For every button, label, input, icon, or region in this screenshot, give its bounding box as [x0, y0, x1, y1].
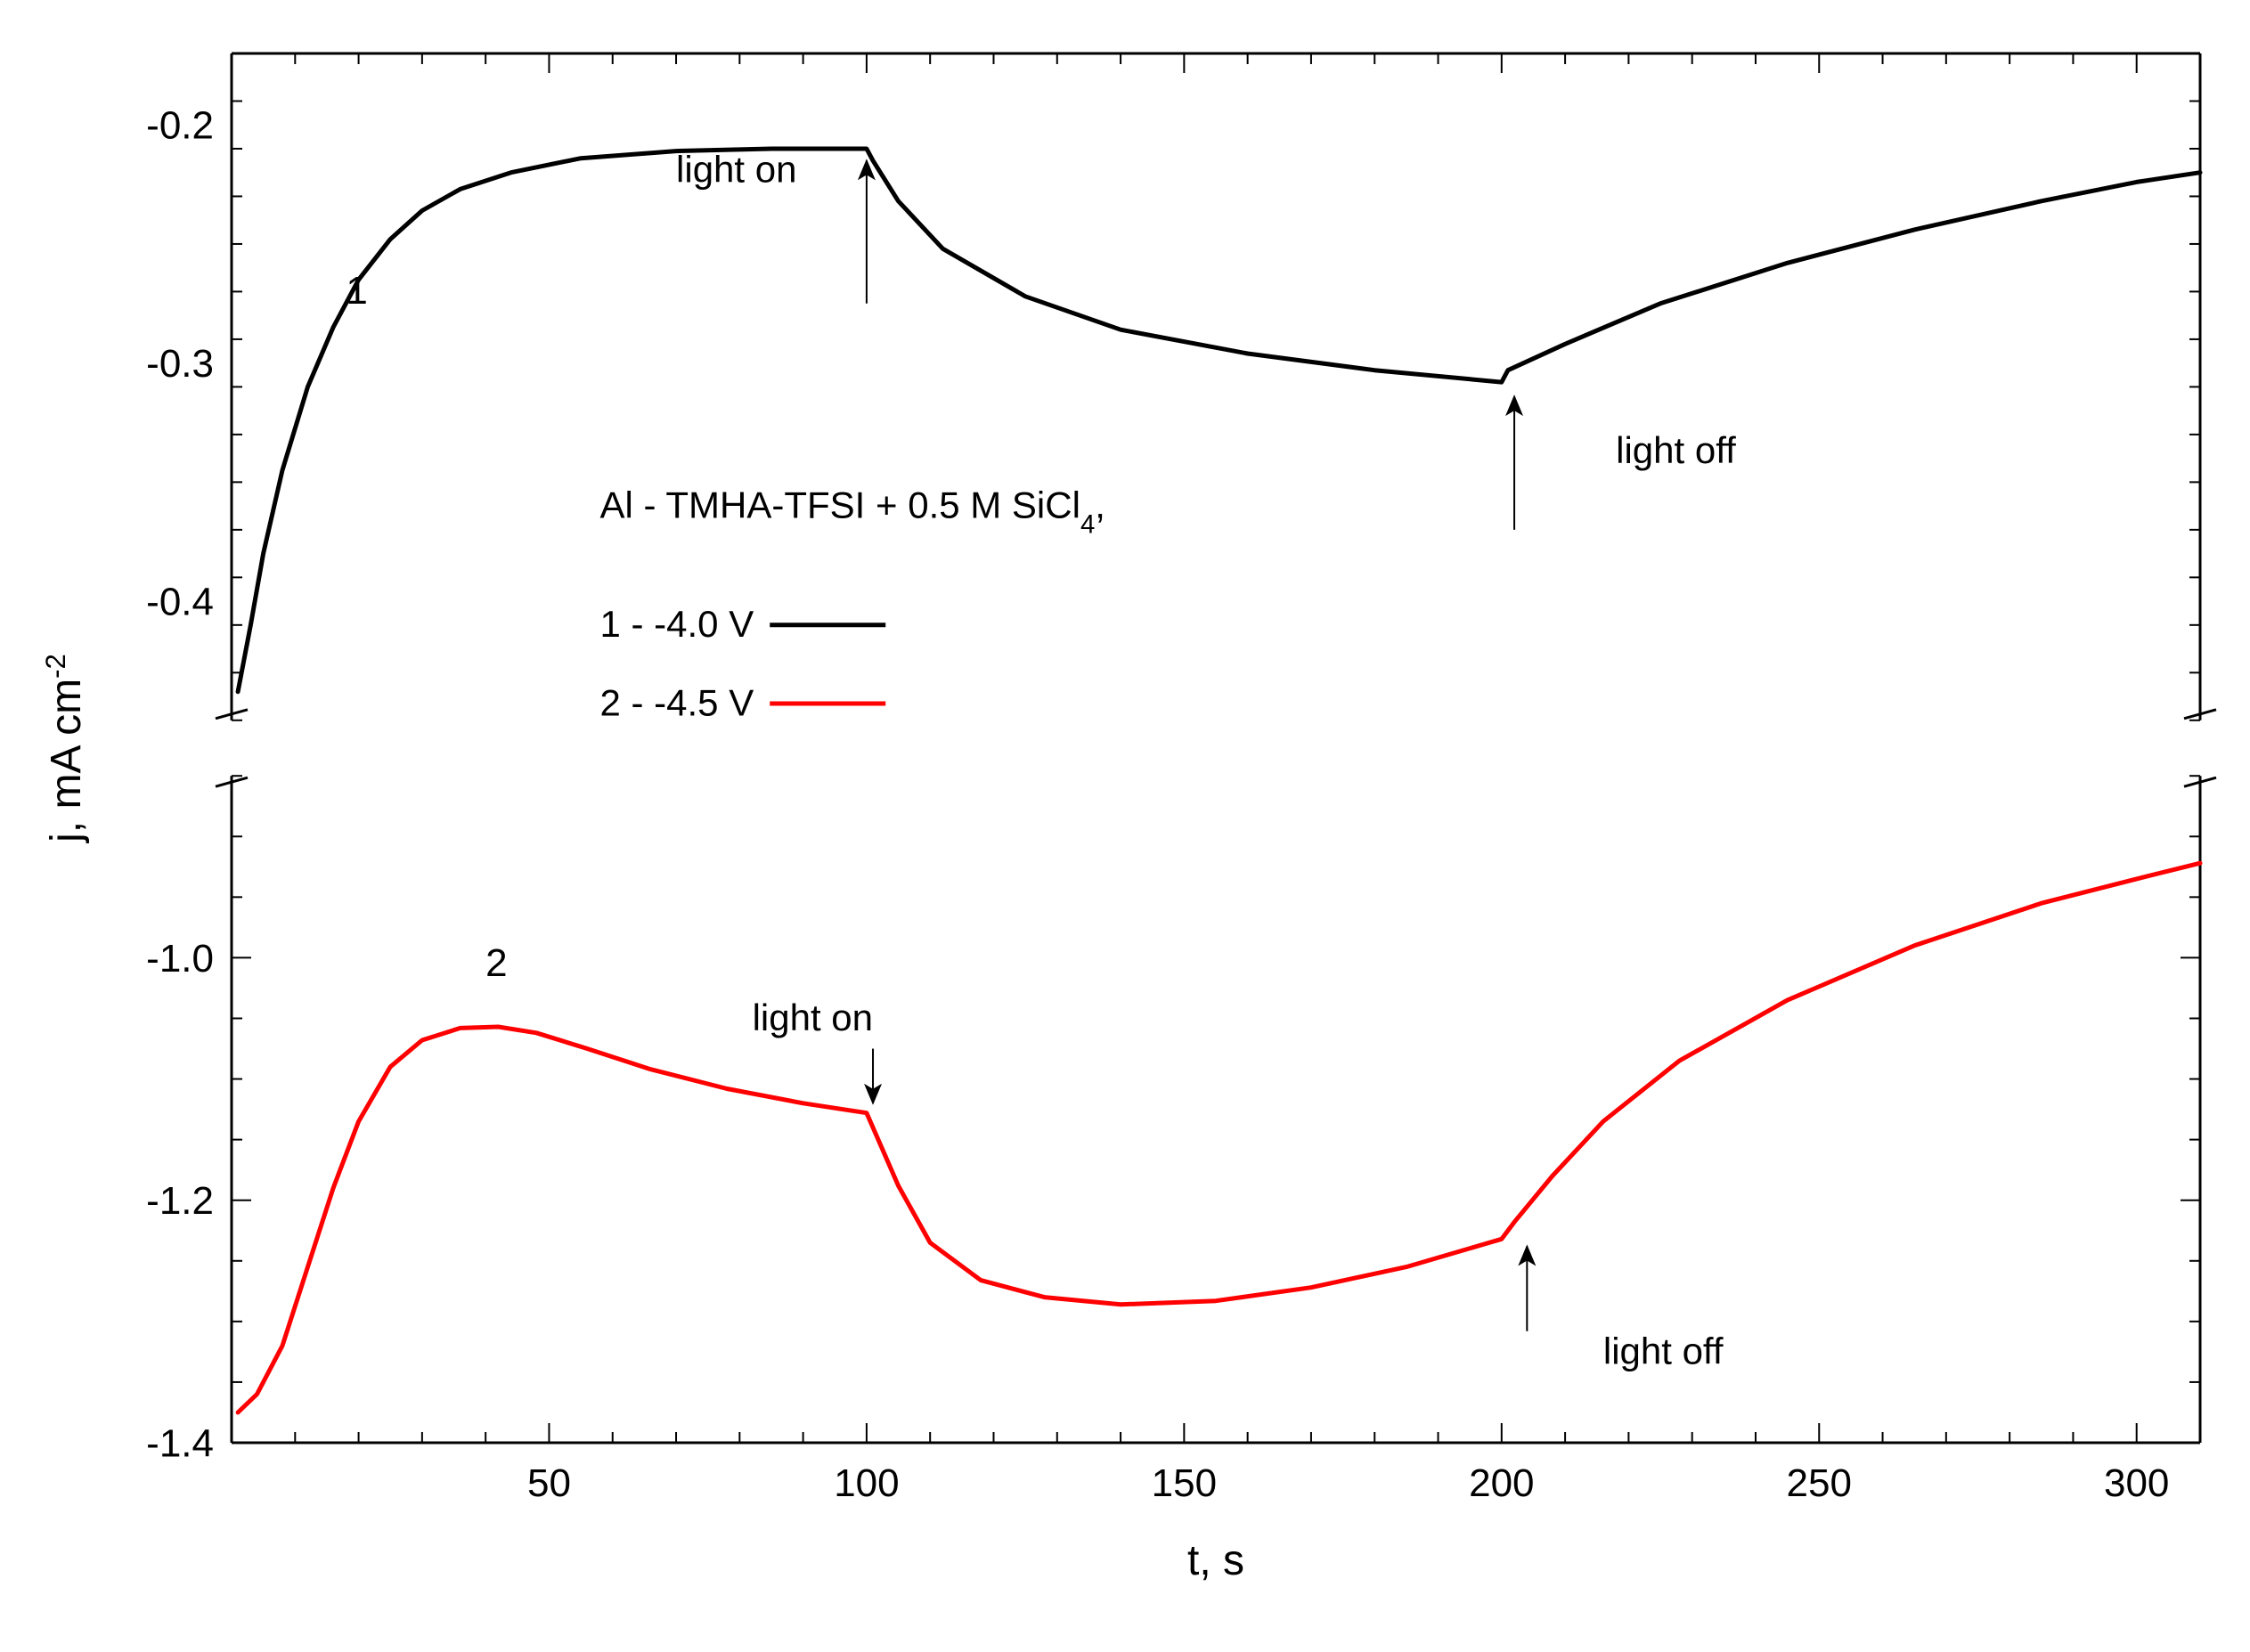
light-on-2: light on [753, 997, 873, 1038]
x-tick-label: 300 [2104, 1461, 2169, 1505]
light-off-2: light off [1603, 1331, 1724, 1372]
legend-label-1: 2 - -4.5 V [599, 681, 754, 723]
label-2: 2 [485, 941, 507, 985]
chart-container: 50 100 150 200 250 300 t, s -0.2 -0.3 -0.4 -1.0 -1.… [0, 0, 2250, 1652]
curve-1 [238, 149, 2200, 692]
y-tick-label: -0.2 [146, 104, 214, 148]
x-tick-label: 250 [1787, 1461, 1852, 1505]
title-line: Al - TMHA-TFSI + 0.5 M SiCl4, [599, 484, 1105, 539]
x-tick-label: 100 [834, 1461, 899, 1505]
y-tick-label: -1.4 [146, 1421, 214, 1465]
curve-2 [238, 863, 2200, 1412]
y-tick-label: -0.3 [146, 342, 214, 386]
x-axis-label: t, s [1187, 1537, 1244, 1584]
x-tick-label: 50 [527, 1461, 571, 1505]
light-on-1: light on [676, 148, 796, 190]
x-tick-label: 150 [1152, 1461, 1217, 1505]
y-tick-label: -1.2 [146, 1179, 214, 1223]
legend-label-0: 1 - -4.0 V [599, 603, 754, 645]
y-tick-label: -0.4 [146, 580, 214, 623]
light-off-1: light off [1616, 429, 1736, 471]
label-1: 1 [346, 269, 367, 313]
y-tick-label: -1.0 [146, 937, 214, 981]
y-axis-label: j, mA cm-2 [40, 654, 91, 844]
chart-svg: 50 100 150 200 250 300 t, s -0.2 -0.3 -0.4 -1.0 -1.… [0, 0, 2250, 1652]
x-tick-label: 200 [1469, 1461, 1534, 1505]
